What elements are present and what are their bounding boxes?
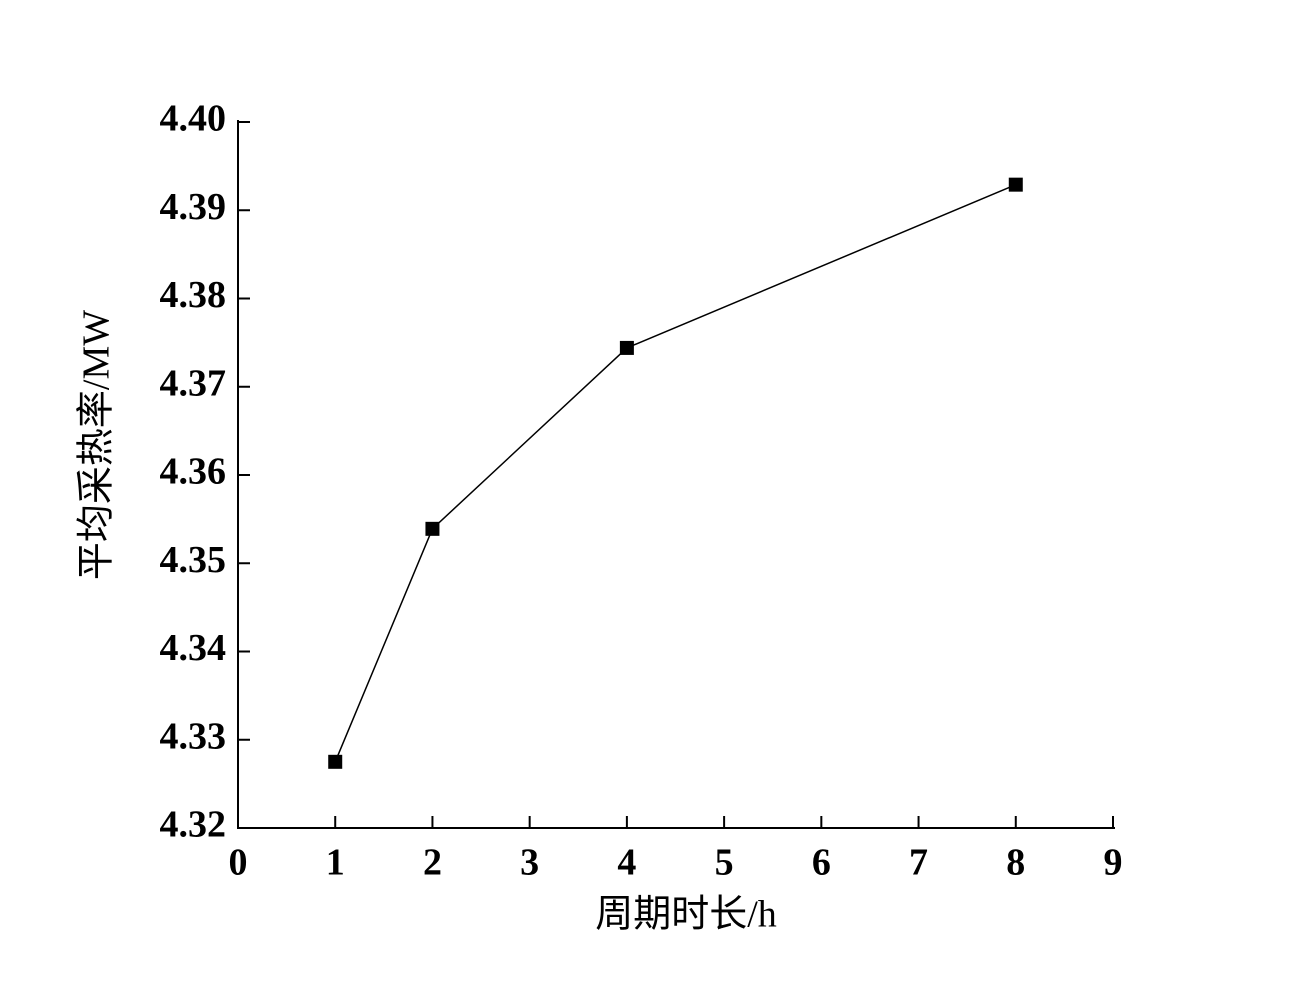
x-tick-label: 6: [812, 842, 831, 884]
data-point: [425, 521, 440, 536]
data-point: [619, 340, 634, 355]
y-tick-label: 4.35: [160, 539, 227, 581]
y-tick-label: 4.33: [160, 715, 227, 757]
y-axis-title: 平均采热率/MW: [76, 310, 118, 580]
x-tick-label: 8: [1006, 842, 1025, 884]
x-tick-label: 3: [520, 842, 539, 884]
x-tick-label: 9: [1104, 842, 1123, 884]
data-point: [1008, 177, 1023, 192]
y-tick-label: 4.39: [160, 186, 227, 228]
x-tick-label: 5: [715, 842, 734, 884]
y-tick-label: 4.40: [160, 98, 227, 140]
x-tick-label: 4: [617, 842, 636, 884]
x-tick-label: 2: [423, 842, 442, 884]
x-tick-label: 0: [229, 842, 248, 884]
x-tick-label: 1: [326, 842, 345, 884]
y-tick-label: 4.34: [160, 627, 227, 669]
data-line: [334, 183, 1017, 763]
y-tick-label: 4.38: [160, 274, 227, 316]
y-tick-label: 4.37: [160, 362, 227, 404]
y-tick-label: 4.32: [160, 804, 227, 846]
data-point: [328, 754, 343, 769]
x-tick-label: 7: [909, 842, 928, 884]
y-tick-label: 4.36: [160, 451, 227, 493]
x-axis-title: 周期时长/h: [595, 894, 777, 936]
